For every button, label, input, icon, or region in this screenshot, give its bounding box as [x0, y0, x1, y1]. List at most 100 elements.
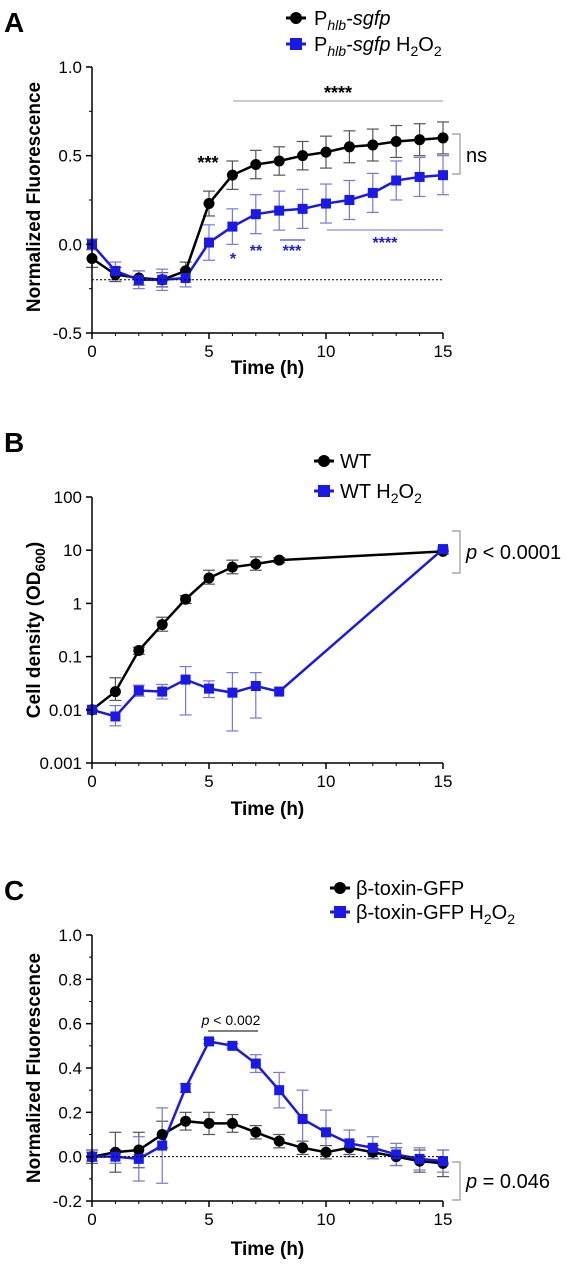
- sig-label-blue-6: **: [250, 243, 263, 260]
- y-tick-label-b: 10: [63, 541, 82, 560]
- x-tick-label-a: 15: [434, 342, 453, 361]
- data-point-c-1: [250, 1126, 262, 1138]
- data-point-a-2: [414, 171, 425, 182]
- x-tick-label-c: 0: [87, 1210, 96, 1229]
- x-tick-label-a: 0: [87, 342, 96, 361]
- end-bracket-b: [452, 530, 461, 574]
- data-point-c-1: [203, 1117, 215, 1129]
- legend-c-swatch-2-marker: [334, 906, 346, 918]
- data-point-a-2: [110, 265, 121, 276]
- legend-a-swatch-1-marker: [290, 12, 302, 24]
- panel-a: A 0 5 10 15 -0.5 0.0 0.5 1.0 Time (h) Normalized …: [4, 7, 487, 379]
- data-point-c-2: [391, 1149, 402, 1160]
- legend-b-swatch-1-marker: [318, 455, 330, 467]
- sig-label-black: ***: [197, 153, 218, 173]
- data-point-b-2: [274, 686, 285, 697]
- data-point-b-2: [133, 685, 144, 696]
- data-point-c-1: [133, 1144, 145, 1156]
- panel-letter-b: B: [4, 427, 24, 458]
- data-point-b-2: [250, 681, 261, 692]
- y-tick-label-a: 1.0: [58, 58, 82, 77]
- data-point-a-2: [321, 198, 331, 209]
- series-line-b-2: [91, 548, 444, 718]
- data-point-b-1: [250, 558, 262, 570]
- y-tick-label-b: 0.001: [39, 754, 82, 773]
- y-tick-label-a: 0.0: [58, 235, 82, 254]
- data-point-c-2: [180, 1082, 191, 1093]
- data-point-b-2: [227, 687, 238, 698]
- y-tick-label-b: 0.1: [58, 648, 82, 667]
- series-line-c-1: [91, 1119, 444, 1165]
- data-point-a-1: [250, 159, 262, 171]
- data-point-c-2: [297, 1113, 308, 1124]
- data-point-a-1: [414, 134, 426, 146]
- data-point-b-1: [109, 686, 121, 698]
- x-tick-label-c: 10: [317, 1210, 336, 1229]
- legend-c: β-toxin-GFP β-toxin-GFP H2O2: [330, 878, 515, 927]
- data-point-c-2: [157, 1140, 168, 1151]
- annotations-a: **** *** * ** *** **** ns: [197, 83, 487, 268]
- data-point-c-2: [414, 1153, 425, 1164]
- data-point-b-1: [156, 619, 168, 631]
- y-tick-label-c: 0.4: [58, 1059, 82, 1078]
- data-point-a-1: [273, 155, 285, 167]
- data-point-a-1: [367, 139, 379, 151]
- legend-a-swatch-2-marker: [290, 38, 302, 50]
- data-point-c-1: [297, 1142, 309, 1154]
- panel-c: C 0 5 10 15 -0.2 0.0 0.2 0.4 0.6 0.8 1.0 Time (h) No…: [4, 875, 550, 1260]
- data-point-b-1: [203, 572, 215, 584]
- data-point-a-2: [367, 187, 378, 198]
- data-point-b-1: [180, 593, 192, 605]
- y-tick-label-b: 1: [73, 594, 82, 613]
- data-point-b-2: [110, 711, 121, 722]
- legend-b-swatch-2-marker: [318, 485, 330, 497]
- data-point-c-1: [156, 1129, 168, 1140]
- data-point-a-2: [391, 175, 402, 186]
- y-tick-label-b: 0.01: [49, 701, 82, 720]
- series-line-c-2: [92, 1039, 444, 1163]
- data-point-b-1: [226, 561, 238, 573]
- sig-label-blue-10-15: ****: [373, 235, 399, 252]
- data-point-a-2: [438, 170, 448, 181]
- series-line-a-2: [91, 173, 444, 282]
- data-point-c-1: [273, 1135, 285, 1147]
- data-point-c-2: [344, 1138, 355, 1149]
- annotations-c: p < 0.002 p = 0.046: [201, 1012, 550, 1201]
- data-point-b-2: [438, 544, 448, 555]
- data-point-a-1: [343, 141, 355, 153]
- data-point-c-2: [367, 1142, 378, 1153]
- annotations-b: p < 0.0001: [452, 530, 561, 574]
- sig-label-blue-5: *: [230, 251, 237, 268]
- data-point-c-2: [227, 1040, 238, 1051]
- end-label-b: p < 0.0001: [465, 542, 561, 564]
- data-point-a-1: [320, 146, 332, 158]
- data-point-b-2: [180, 674, 191, 685]
- data-point-a-2: [204, 237, 214, 248]
- data-point-a-1: [226, 169, 238, 181]
- y-tick-label-a: -0.5: [53, 324, 82, 343]
- legend-a-label-2: Phlb-sgfp H2O2: [314, 34, 442, 59]
- data-point-c-2: [274, 1085, 285, 1096]
- end-label-c: p = 0.046: [465, 1171, 550, 1193]
- data-point-c-2: [204, 1036, 214, 1047]
- y-axis-title-a: Normalized Fluorescence: [24, 82, 45, 312]
- data-point-b-2: [204, 683, 214, 694]
- y-tick-label-c: 0.2: [58, 1103, 82, 1122]
- data-point-a-1: [203, 198, 215, 210]
- y-tick-label-c: 1.0: [58, 926, 82, 945]
- x-tick-label-b: 0: [87, 772, 96, 791]
- data-point-a-2: [250, 209, 261, 220]
- data-point-a-2: [157, 274, 168, 285]
- panel-b: B 0 5 10 15 0.001 0.01 0.1 1 10 100 Time (h) Cell d…: [4, 427, 561, 820]
- panel-letter-a: A: [4, 7, 24, 38]
- y-tick-label-c: -0.2: [53, 1192, 82, 1211]
- x-axis-title-b: Time (h): [231, 799, 305, 820]
- y-tick-label-c: 0.6: [58, 1015, 82, 1034]
- data-point-c-2: [438, 1156, 448, 1167]
- end-label-a: ns: [466, 145, 487, 167]
- data-point-c-1: [226, 1117, 238, 1129]
- series-line-b-1: [91, 550, 444, 711]
- y-tick-label-a: 0.5: [58, 147, 82, 166]
- x-tick-label-c: 5: [204, 1210, 213, 1229]
- y-axis-title-b: Cell density (OD600): [24, 542, 48, 718]
